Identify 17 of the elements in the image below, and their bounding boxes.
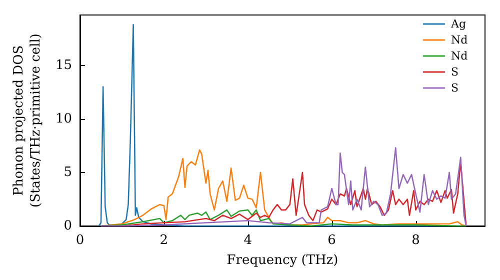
y-tick-label: 10 (55, 111, 72, 126)
x-tick-label: 2 (160, 233, 168, 248)
y-tick-label: 0 (64, 218, 72, 234)
legend-label: S (451, 66, 459, 78)
legend-label: Nd (451, 50, 468, 62)
x-tick-label: 8 (412, 233, 420, 248)
legend-label: S (451, 82, 459, 94)
y-axis-title: Phonon projected DOS (States/THz·primitive cell) (12, 33, 44, 208)
legend-label: Ag (450, 18, 466, 30)
x-tick-label: 4 (244, 233, 252, 248)
legend-label: Nd (451, 34, 468, 46)
x-tick-label: 0 (76, 233, 84, 248)
line-series (100, 209, 467, 227)
x-tick-label: 6 (328, 233, 336, 248)
y-tick-label: 15 (55, 58, 72, 73)
x-axis-title: Frequency (THz) (226, 252, 338, 268)
y-tick-label: 5 (64, 164, 72, 180)
